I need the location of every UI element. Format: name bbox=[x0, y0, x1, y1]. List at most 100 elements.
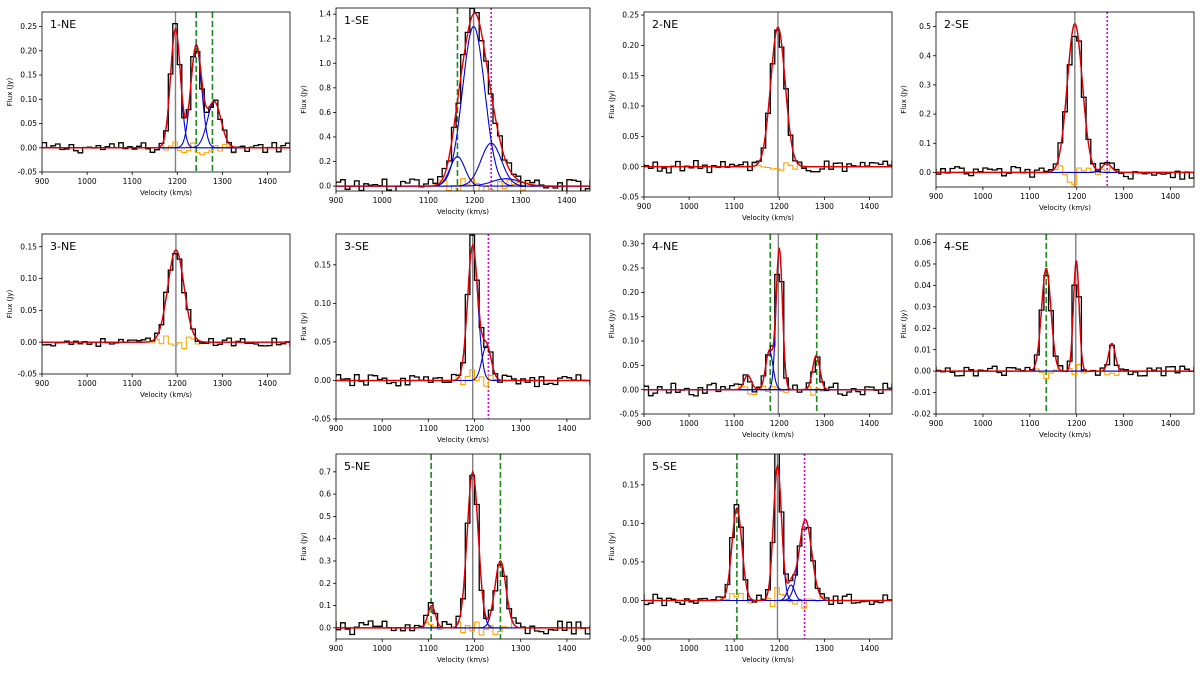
y-tick-label: 0.5 bbox=[319, 512, 331, 521]
y-tick-label: 0.25 bbox=[622, 11, 639, 20]
total-fit-line bbox=[42, 27, 290, 149]
y-axis-label: Flux (Jy) bbox=[608, 310, 616, 339]
component-gaussian bbox=[644, 506, 892, 602]
x-axis-label: Velocity (km/s) bbox=[742, 431, 794, 439]
x-tick-label: 900 bbox=[329, 196, 344, 205]
x-axis-label: Velocity (km/s) bbox=[140, 189, 192, 197]
y-tick-label: 0.20 bbox=[622, 288, 639, 297]
observed-spectrum bbox=[644, 29, 892, 174]
y-tick-label: 0.25 bbox=[622, 264, 639, 273]
plot-area bbox=[336, 8, 590, 191]
x-tick-label: 1100 bbox=[419, 196, 438, 205]
x-tick-label: 1300 bbox=[815, 644, 834, 653]
y-tick-label: 0.00 bbox=[914, 367, 931, 376]
x-tick-label: 1100 bbox=[123, 177, 142, 186]
component-gaussian bbox=[644, 374, 892, 391]
y-tick-label: 0.15 bbox=[622, 312, 639, 321]
plot-area bbox=[42, 12, 290, 172]
y-tick-label: 1.2 bbox=[319, 34, 331, 43]
y-axis-label: Flux (Jy) bbox=[608, 532, 616, 561]
x-tick-label: 900 bbox=[329, 644, 344, 653]
observed-spectrum bbox=[644, 454, 892, 607]
y-tick-label: 0.10 bbox=[314, 299, 331, 308]
x-axis-label: Velocity (km/s) bbox=[437, 436, 489, 444]
total-fit-line bbox=[936, 260, 1194, 372]
panel-title: 1-NE bbox=[50, 18, 76, 31]
y-tick-label: 0.04 bbox=[914, 281, 931, 290]
x-axis-label: Velocity (km/s) bbox=[742, 656, 794, 664]
x-tick-label: 1200 bbox=[770, 644, 789, 653]
x-axis-label: Velocity (km/s) bbox=[1039, 204, 1091, 212]
x-tick-label: 1400 bbox=[860, 644, 879, 653]
observed-spectrum bbox=[336, 8, 590, 191]
x-tick-label: 1000 bbox=[680, 419, 699, 428]
y-tick-label: 0.20 bbox=[622, 41, 639, 50]
y-tick-label: 0.00 bbox=[622, 596, 639, 605]
y-tick-label: 0.8 bbox=[319, 83, 331, 92]
y-tick-label: -0.01 bbox=[912, 388, 932, 397]
x-tick-label: 1200 bbox=[465, 644, 484, 653]
x-tick-label: 1200 bbox=[1067, 192, 1086, 201]
total-fit-line bbox=[336, 12, 590, 187]
y-tick-label: 0.7 bbox=[319, 467, 331, 476]
y-tick-label: 0.05 bbox=[20, 119, 37, 128]
total-fit-line bbox=[336, 243, 590, 382]
x-axis-label: Velocity (km/s) bbox=[1039, 431, 1091, 439]
plot-area bbox=[936, 12, 1194, 187]
y-tick-label: 0.4 bbox=[319, 534, 331, 543]
axes-frame bbox=[335, 453, 591, 640]
observed-spectrum bbox=[336, 234, 590, 388]
component-gaussian bbox=[336, 470, 590, 629]
x-tick-label: 1200 bbox=[1067, 419, 1086, 428]
panel-title: 3-SE bbox=[344, 240, 369, 253]
x-tick-label: 1400 bbox=[1161, 192, 1180, 201]
y-tick-label: 0.02 bbox=[914, 324, 931, 333]
x-tick-label: 1100 bbox=[419, 644, 438, 653]
x-tick-label: 1300 bbox=[1114, 192, 1133, 201]
x-tick-label: 1100 bbox=[1020, 419, 1039, 428]
component-gaussian bbox=[644, 354, 892, 391]
total-fit-line bbox=[936, 22, 1194, 174]
y-tick-label: 0.3 bbox=[919, 81, 931, 90]
x-tick-label: 1000 bbox=[680, 644, 699, 653]
total-fit-line bbox=[644, 462, 892, 602]
panel-title: 5-SE bbox=[652, 460, 677, 473]
axes-frame bbox=[335, 7, 591, 192]
y-tick-label: 0.15 bbox=[20, 71, 37, 80]
panel-title: 3-NE bbox=[50, 240, 76, 253]
y-tick-label: 0.1 bbox=[319, 601, 331, 610]
x-tick-label: 1200 bbox=[465, 424, 484, 433]
x-tick-label: 1200 bbox=[168, 177, 187, 186]
x-tick-label: 1200 bbox=[465, 196, 484, 205]
y-tick-label: 0.1 bbox=[919, 139, 931, 148]
observed-spectrum bbox=[936, 275, 1194, 377]
y-tick-label: 0.0 bbox=[319, 623, 331, 632]
panel-title: 1-SE bbox=[344, 14, 369, 27]
y-tick-label: 0.4 bbox=[919, 51, 931, 60]
x-tick-label: 1000 bbox=[373, 644, 392, 653]
plot-area bbox=[936, 234, 1194, 414]
y-tick-label: 0.00 bbox=[314, 376, 331, 385]
x-tick-label: 1000 bbox=[973, 419, 992, 428]
x-tick-label: 1300 bbox=[213, 177, 232, 186]
panel-1-se: 900 1000 1100 1200 1300 1400 0.0 0.2 0.4 0.6 0.8 1.… bbox=[300, 7, 591, 216]
x-tick-label: 1400 bbox=[557, 424, 576, 433]
x-tick-label: 900 bbox=[637, 202, 652, 211]
y-tick-label: 0.10 bbox=[622, 337, 639, 346]
axes-frame bbox=[643, 233, 893, 415]
component-gaussian bbox=[644, 463, 892, 602]
y-tick-label: 0.2 bbox=[919, 110, 931, 119]
y-axis-label: Flux (Jy) bbox=[6, 78, 14, 107]
y-tick-label: 0.5 bbox=[919, 22, 931, 31]
y-tick-label: 0.03 bbox=[914, 302, 931, 311]
y-tick-label: 0.10 bbox=[20, 274, 37, 283]
x-tick-label: 1400 bbox=[557, 196, 576, 205]
observed-spectrum bbox=[336, 474, 590, 636]
y-tick-label: 0.05 bbox=[314, 338, 331, 347]
x-tick-label: 1100 bbox=[725, 644, 744, 653]
observed-spectrum bbox=[42, 22, 290, 154]
y-tick-label: 0.01 bbox=[914, 345, 931, 354]
y-tick-label: 0.00 bbox=[20, 143, 37, 152]
x-axis-label: Velocity (km/s) bbox=[742, 214, 794, 222]
panel-4-ne: 900 1000 1100 1200 1300 1400 -0.05 0.00 0.05 0.10… bbox=[608, 233, 893, 439]
